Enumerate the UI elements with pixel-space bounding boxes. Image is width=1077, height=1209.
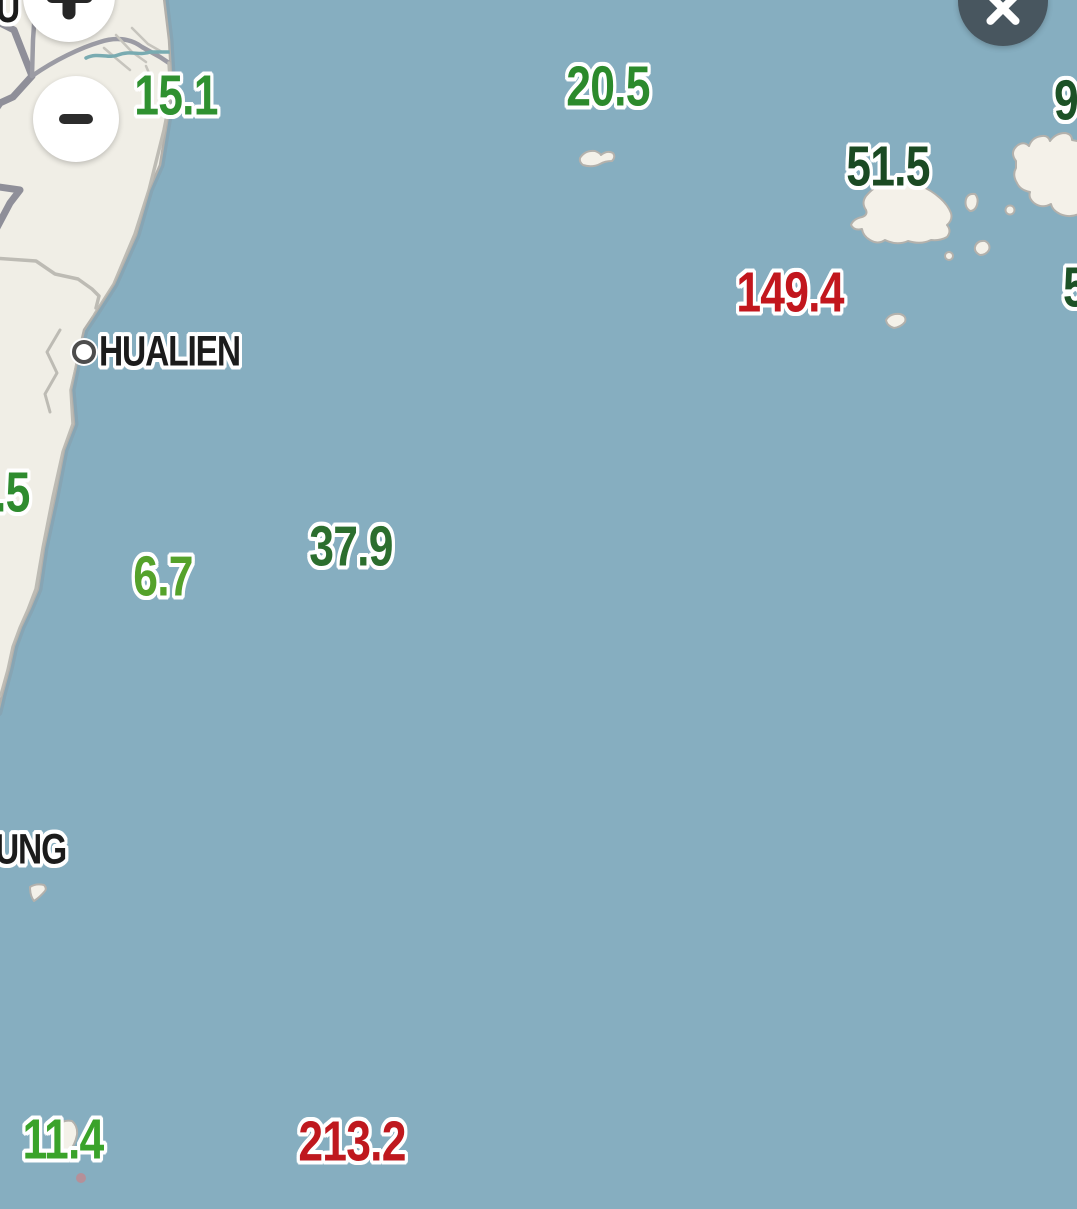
zoom-out-button[interactable] bbox=[33, 76, 119, 162]
river bbox=[84, 50, 172, 60]
value-label: .5 bbox=[0, 460, 30, 525]
value-label: 213.2 bbox=[298, 1109, 406, 1174]
islet bbox=[964, 192, 979, 212]
value-label: 37.9 bbox=[309, 514, 393, 579]
islet bbox=[973, 239, 991, 256]
close-icon bbox=[982, 0, 1024, 29]
islet-speck bbox=[76, 1173, 86, 1183]
value-label: 6.7 bbox=[133, 544, 193, 609]
island-main bbox=[850, 177, 953, 245]
value-label: 9 bbox=[1054, 68, 1077, 133]
value-label: 5 bbox=[1063, 259, 1077, 317]
island-right bbox=[1012, 132, 1077, 218]
islet bbox=[578, 149, 616, 168]
value-label: 51.5 bbox=[846, 134, 930, 199]
city-marker bbox=[70, 338, 98, 366]
islet bbox=[944, 251, 954, 261]
place-label-hualien: HUALIEN bbox=[99, 327, 241, 376]
road-network bbox=[0, 0, 172, 697]
islet bbox=[885, 312, 907, 329]
islet bbox=[29, 883, 47, 902]
place-label-partial-top: U bbox=[0, 0, 20, 30]
islet bbox=[54, 1119, 79, 1156]
islet bbox=[1004, 204, 1016, 216]
place-label-partial-taitung: UNG bbox=[0, 825, 67, 874]
value-label: 20.5 bbox=[566, 54, 650, 119]
island-group bbox=[29, 132, 1077, 1183]
value-label: 15.1 bbox=[134, 63, 218, 128]
plus-icon bbox=[62, 0, 76, 20]
minus-icon bbox=[59, 114, 93, 124]
value-label: 149.4 bbox=[736, 260, 844, 325]
value-label: 11.4 bbox=[22, 1107, 105, 1172]
